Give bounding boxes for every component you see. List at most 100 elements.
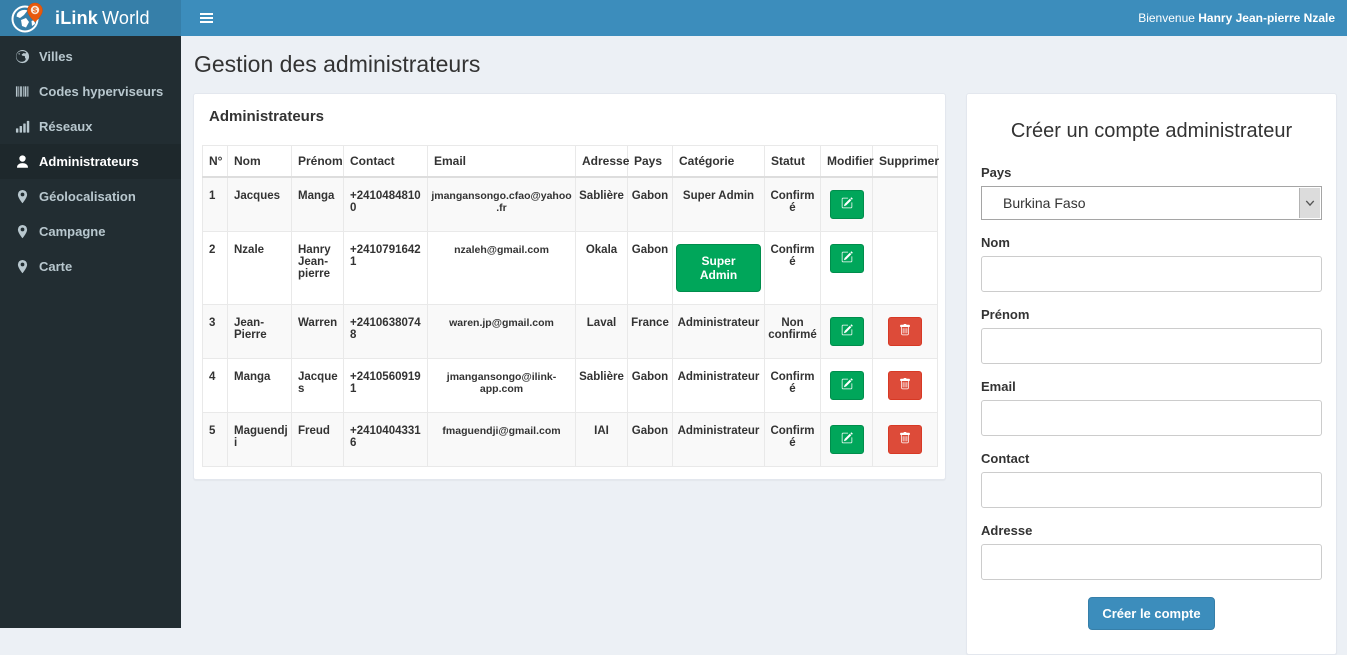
cell-num: 1 <box>202 176 228 232</box>
field-pays: Pays Burkina Faso <box>981 165 1322 220</box>
adresse-input[interactable] <box>981 544 1322 580</box>
cell-pays: Gabon <box>627 412 673 467</box>
sidebar-item-label: Administrateurs <box>39 154 139 169</box>
cell-categorie: Super Admin <box>672 231 765 305</box>
delete-button[interactable] <box>888 317 922 346</box>
super-admin-badge[interactable]: Super Admin <box>676 244 761 292</box>
chevron-down-icon <box>1299 188 1320 218</box>
cell-statut: Confirmé <box>764 358 821 413</box>
create-form-title: Créer un compte administrateur <box>1010 120 1293 142</box>
table-row: 1 Jacques Manga +24104848100 jmangansong… <box>202 176 938 232</box>
administrators-table: N° Nom Prénom Contact Email Adresse Pays… <box>202 145 939 467</box>
col-categorie: Catégorie <box>672 145 765 178</box>
table-row: 5 Maguendji Freud +24104043316 fmaguendj… <box>202 412 938 467</box>
cell-pays: France <box>627 304 673 359</box>
cell-contact: +24104848100 <box>343 176 428 232</box>
sidebar-item-label: Géolocalisation <box>39 189 136 204</box>
cell-statut: Confirmé <box>764 176 821 232</box>
col-nom: Nom <box>227 145 292 178</box>
table-row: 2 Nzale Hanry Jean-pierre +24107916421 n… <box>202 231 938 305</box>
cell-adresse: Okala <box>575 231 628 305</box>
navbar-right: Bienvenue Hanry Jean-pierre Nzale <box>181 0 1347 36</box>
cell-contact: +24107916421 <box>343 231 428 305</box>
sidebar-item-geolocalisation[interactable]: Géolocalisation <box>0 179 181 214</box>
sidebar-item-campagne[interactable]: Campagne <box>0 214 181 249</box>
contact-input[interactable] <box>981 472 1322 508</box>
cell-num: 5 <box>202 412 228 467</box>
cell-nom: Manga <box>227 358 292 413</box>
sidebar-item-label: Carte <box>39 259 73 274</box>
col-prenom: Prénom <box>291 145 344 178</box>
nom-label: Nom <box>981 235 1010 250</box>
sidebar-item-villes[interactable]: Villes <box>0 39 181 74</box>
map-marker-icon <box>15 189 30 204</box>
pencil-square-icon <box>841 251 853 266</box>
trash-icon <box>899 378 911 393</box>
col-supprimer: Supprimer <box>872 145 939 178</box>
field-nom: Nom <box>981 235 1322 292</box>
cell-pays: Gabon <box>627 231 673 305</box>
field-email: Email <box>981 379 1322 436</box>
cell-prenom: Jacques <box>291 358 344 413</box>
brand-area[interactable]: $ iLink World <box>0 0 181 36</box>
delete-button[interactable] <box>888 425 922 454</box>
sidebar-item-codes-hyperviseurs[interactable]: Codes hyperviseurs <box>0 74 181 109</box>
svg-text:$: $ <box>33 6 38 15</box>
col-adresse: Adresse <box>575 145 629 178</box>
sidebar-item-label: Campagne <box>39 224 106 239</box>
edit-button[interactable] <box>829 425 864 454</box>
top-navbar: $ iLink World Bienvenue Hanry Jean-pierre… <box>0 0 1347 36</box>
sidebar: Villes Codes hyperviseurs Réseaux Admini… <box>0 36 181 628</box>
delete-button[interactable] <box>888 371 922 400</box>
main-content: Gestion des administrateurs Administrate… <box>181 36 1347 655</box>
page-title: Gestion des administrateurs <box>194 51 481 77</box>
field-adresse: Adresse <box>981 523 1322 580</box>
cell-email: jmangansongo.cfao@yahoo.fr <box>427 176 576 232</box>
app-title: iLink World <box>55 7 150 28</box>
col-email: Email <box>427 145 576 178</box>
cell-categorie: Administrateur <box>672 358 765 413</box>
cell-adresse: IAI <box>575 412 628 467</box>
cell-statut: Confirmé <box>764 231 821 305</box>
cell-email: fmaguendji@gmail.com <box>427 412 576 467</box>
cell-num: 2 <box>202 231 228 305</box>
sidebar-item-carte[interactable]: Carte <box>0 249 181 284</box>
cell-categorie: Administrateur <box>672 304 765 359</box>
col-pays: Pays <box>627 145 673 178</box>
edit-button[interactable] <box>829 190 864 219</box>
pays-label: Pays <box>981 165 1012 180</box>
cell-adresse: Sablière <box>575 358 628 413</box>
pays-select[interactable]: Burkina Faso <box>981 186 1322 220</box>
hamburger-icon[interactable] <box>198 9 215 27</box>
col-num: N° <box>202 145 228 178</box>
cell-num: 3 <box>202 304 228 359</box>
pencil-square-icon <box>841 432 853 447</box>
sidebar-item-reseaux[interactable]: Réseaux <box>0 109 181 144</box>
table-row: 3 Jean-Pierre Warren +24106380748 waren.… <box>202 304 938 359</box>
cell-contact: +24106380748 <box>343 304 428 359</box>
create-account-button[interactable]: Créer le compte <box>1088 597 1215 630</box>
edit-button[interactable] <box>829 371 864 400</box>
sidebar-item-label: Villes <box>39 49 73 64</box>
cell-contact: +24104043316 <box>343 412 428 467</box>
cell-categorie: Super Admin <box>672 176 765 232</box>
cell-pays: Gabon <box>627 176 673 232</box>
cell-prenom: Warren <box>291 304 344 359</box>
email-label: Email <box>981 379 1016 394</box>
sidebar-item-administrateurs[interactable]: Administrateurs <box>0 144 181 179</box>
edit-button[interactable] <box>829 317 864 346</box>
cell-prenom: Hanry Jean-pierre <box>291 231 344 305</box>
col-statut: Statut <box>764 145 821 178</box>
contact-label: Contact <box>981 451 1030 466</box>
nom-input[interactable] <box>981 256 1322 292</box>
trash-icon <box>899 432 911 447</box>
email-input[interactable] <box>981 400 1322 436</box>
cell-num: 4 <box>202 358 228 413</box>
prenom-input[interactable] <box>981 328 1322 364</box>
globe-pin-logo: $ <box>9 1 45 35</box>
edit-button[interactable] <box>829 244 864 273</box>
cell-email: nzaleh@gmail.com <box>427 231 576 305</box>
welcome-text: Bienvenue Hanry Jean-pierre Nzale <box>1138 11 1335 25</box>
cell-pays: Gabon <box>627 358 673 413</box>
